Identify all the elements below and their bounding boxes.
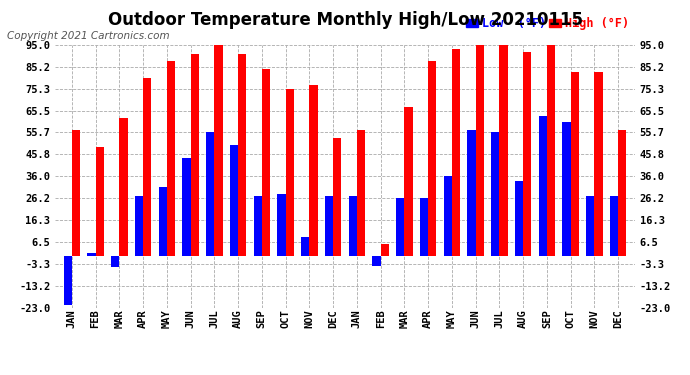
Bar [420,198,428,256]
Legend: Low  (°F), High (°F): Low (°F), High (°F) [466,17,629,30]
Bar [333,138,342,256]
Bar [491,132,500,256]
Bar [309,85,317,256]
Text: Outdoor Temperature Monthly High/Low 20210115: Outdoor Temperature Monthly High/Low 202… [108,11,582,29]
Bar [547,45,555,256]
Bar [452,50,460,256]
Text: Copyright 2021 Cartronics.com: Copyright 2021 Cartronics.com [7,32,170,41]
Bar [523,52,531,257]
Bar [230,145,238,256]
Bar [586,196,594,256]
Bar [571,72,579,256]
Bar [182,159,190,256]
Bar [396,198,404,256]
Bar [167,61,175,256]
Bar [373,256,381,266]
Bar [348,196,357,256]
Bar [143,78,151,256]
Bar [63,256,72,305]
Bar [286,90,294,256]
Bar [594,72,603,256]
Bar [500,45,508,256]
Bar [610,196,618,256]
Bar [618,129,627,256]
Bar [475,45,484,256]
Bar [301,237,309,256]
Bar [135,196,143,256]
Bar [238,54,246,256]
Bar [277,194,286,256]
Bar [428,61,437,256]
Bar [404,107,413,256]
Bar [262,69,270,256]
Bar [206,132,215,256]
Bar [467,129,475,256]
Bar [190,54,199,256]
Bar [325,196,333,256]
Bar [72,129,80,256]
Bar [539,116,547,256]
Bar [87,253,96,257]
Bar [381,244,389,256]
Bar [119,118,128,256]
Bar [111,256,119,267]
Bar [253,196,262,256]
Bar [562,122,571,256]
Bar [444,176,452,256]
Bar [159,188,167,256]
Bar [515,181,523,256]
Bar [96,147,104,256]
Bar [357,129,365,256]
Bar [215,45,223,256]
